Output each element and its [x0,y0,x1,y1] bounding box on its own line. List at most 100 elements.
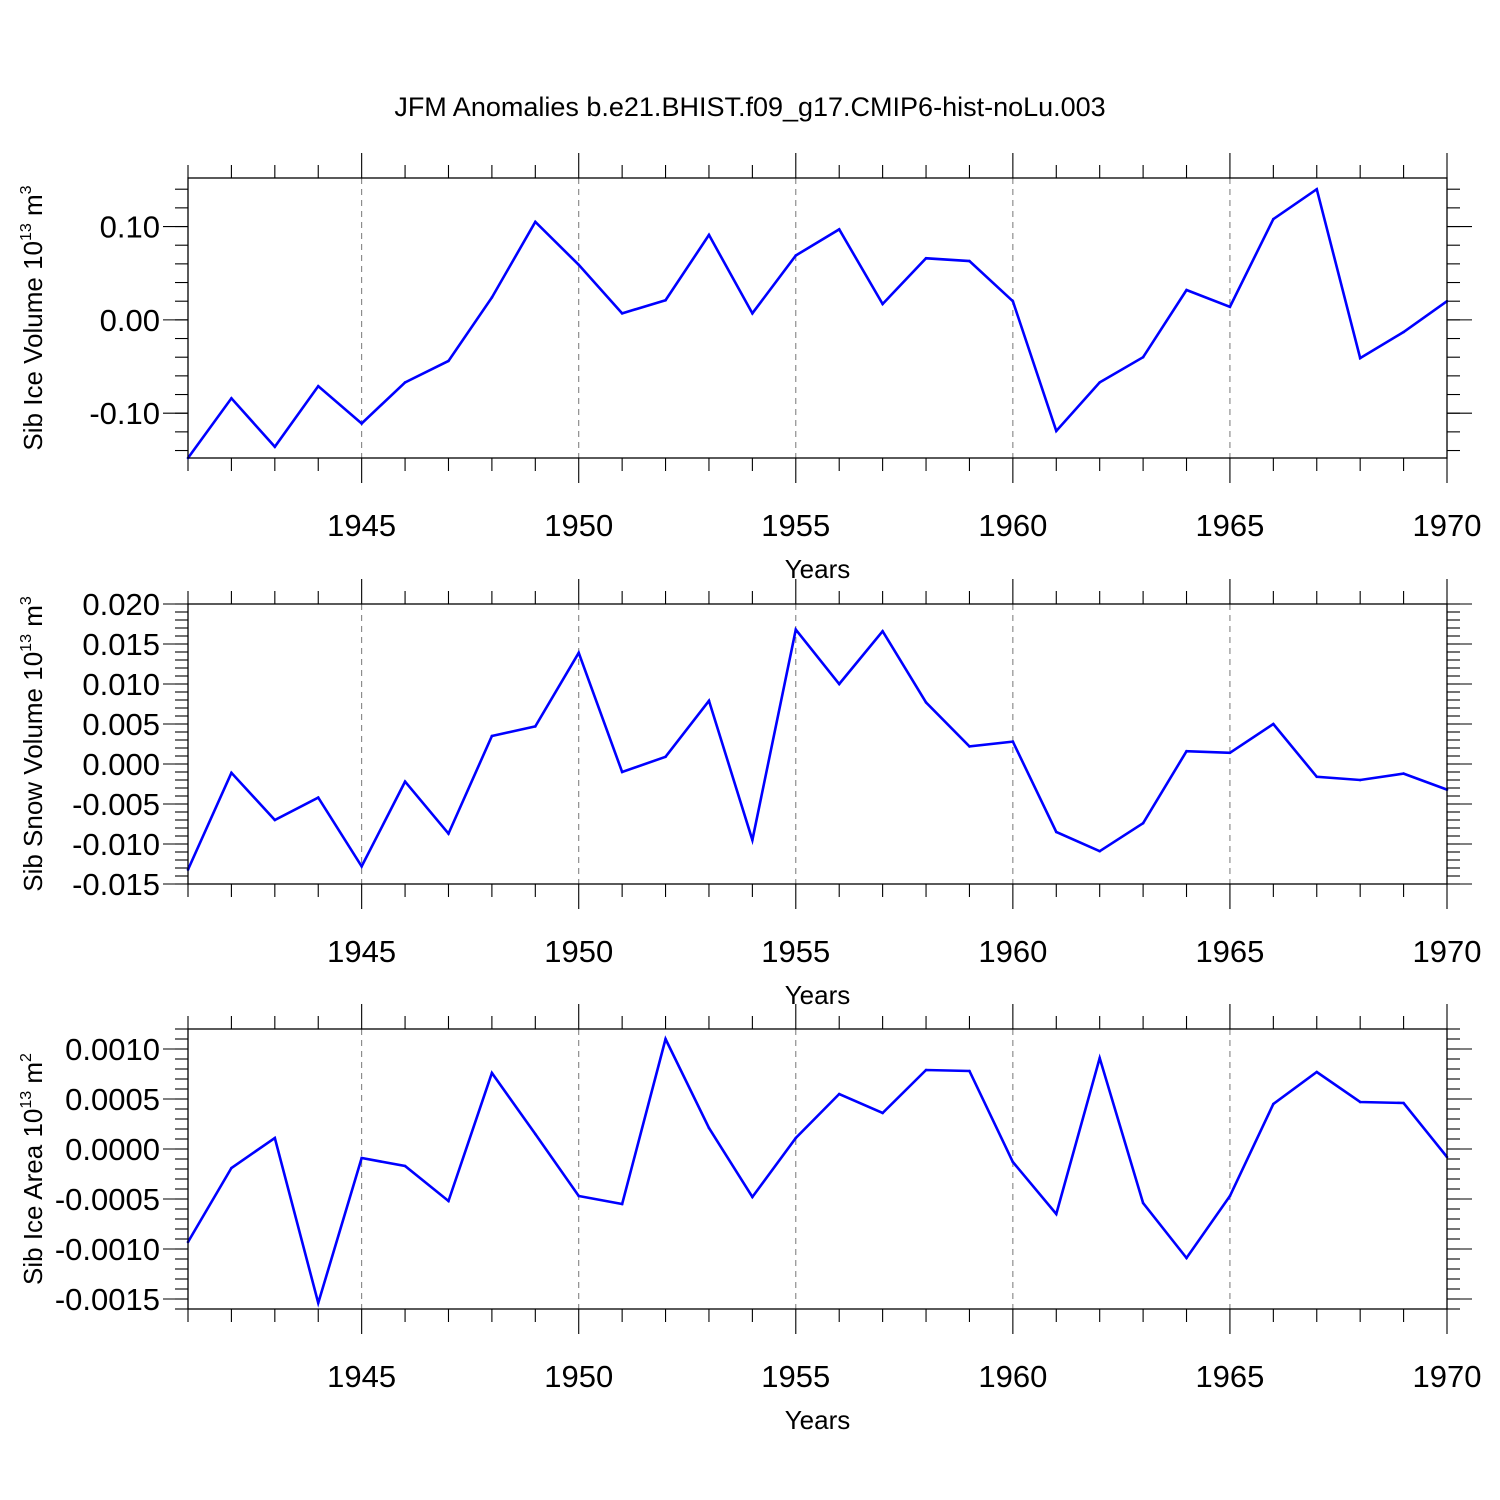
y-tick-label: 0.000 [82,747,160,782]
data-point-1967 [1315,1070,1319,1074]
series-line-snow-volume [186,626,1448,871]
data-point-1942 [230,771,233,775]
y-tick-label: -0.015 [72,867,160,902]
data-point-1959 [968,1069,971,1073]
data-point-1962 [1098,1056,1101,1060]
data-point-1954 [751,838,754,842]
plot-frame [187,1028,1448,1310]
data-point-1952 [664,298,667,302]
data-point-1954 [751,312,754,315]
x-tick-label: 1945 [327,1359,396,1394]
x-tick-label: 1960 [978,934,1047,969]
series-line-ice-area [186,1035,1449,1308]
data-point-1945 [360,422,363,425]
data-point-1948 [490,1071,494,1075]
y-axis-title-text: Sib Snow Volume 10 [18,652,48,892]
y-tick-label: 0.015 [82,627,160,662]
data-point-1949 [534,220,537,224]
data-point-1968 [1358,1100,1362,1104]
y-axis-title-unit: m [18,1062,48,1091]
data-point-1950 [577,263,581,267]
data-point-1952 [664,1037,667,1041]
data-point-1956 [837,1092,841,1096]
data-point-1957 [881,629,884,633]
data-point-1964 [1185,288,1188,292]
data-point-1959 [968,259,971,263]
y-tick-label: 0.005 [82,707,160,742]
y-tick-label: -0.0015 [55,1282,160,1317]
figure-title: JFM Anomalies b.e21.BHIST.f09_g17.CMIP6-… [394,92,1105,122]
data-point-1962 [1098,849,1101,853]
x-tick-label: 1970 [1413,934,1482,969]
y-axis-title-unit-exponent: 3 [18,185,35,194]
data-point-1943 [273,1136,277,1140]
data-point-1953 [707,233,711,237]
data-point-1969 [1402,1101,1405,1105]
y-axis-title-exponent: 13 [18,1091,35,1109]
data-point-1948 [490,734,494,738]
x-tick-label: 1970 [1413,1359,1482,1394]
y-tick-label: 0.0005 [65,1082,160,1117]
x-tick-label: 1955 [761,508,830,543]
x-tick-label: 1945 [327,508,396,543]
data-point-1952 [664,755,667,759]
data-point-1946 [403,780,407,783]
x-tick-label: 1950 [544,1359,613,1394]
data-point-1960 [1011,299,1015,303]
y-axis-title-exponent: 13 [18,223,35,241]
y-tick-label: 0.010 [82,667,160,702]
data-point-1951 [620,770,624,774]
data-point-1963 [1141,1201,1145,1205]
data-point-1963 [1141,821,1145,825]
y-axis-title-exponent: 13 [18,634,35,652]
x-tick-label: 1965 [1195,934,1264,969]
data-point-1956 [837,228,841,231]
data-point-1964 [1185,749,1188,753]
x-tick-label: 1960 [978,508,1047,543]
data-point-1966 [1272,217,1275,221]
data-point-1955 [794,254,798,257]
data-point-1943 [273,818,277,822]
data-point-1944 [316,384,320,388]
data-point-1944 [316,796,320,799]
data-point-1960 [1011,1160,1015,1164]
data-point-1953 [707,699,711,703]
x-axis-title: Years [785,554,851,584]
data-point-1957 [881,1111,884,1115]
y-tick-label: 0.00 [100,303,160,338]
x-tick-label: 1970 [1413,508,1482,543]
y-tick-label: -0.0010 [55,1232,160,1267]
data-point-1942 [230,1166,233,1170]
x-tick-label: 1950 [544,934,613,969]
data-point-1962 [1098,381,1101,384]
y-tick-label: 0.0010 [65,1032,160,1067]
data-point-1945 [360,865,363,868]
y-axis-title-unit-exponent: 2 [18,1053,35,1062]
data-point-1943 [273,445,277,449]
y-axis-title-unit-exponent: 3 [18,596,35,605]
data-point-1963 [1141,355,1145,359]
data-point-1949 [534,1132,537,1136]
data-point-1947 [447,359,450,363]
data-point-1959 [968,745,971,748]
data-point-1950 [577,651,581,655]
data-point-1966 [1272,1102,1275,1106]
panels: 0.10 0.00 -0.10 1945 1950 1955 1960 1965 1970 Yea… [18,153,1481,1435]
data-point-1958 [924,1068,928,1072]
y-axis-title-text: Sib Ice Area 10 [18,1109,48,1285]
data-point-1965 [1228,305,1232,309]
y-axis-title: Sib Snow Volume 1013 m3 [18,596,48,892]
data-point-1955 [794,628,798,631]
y-tick-label: 0.020 [82,587,160,622]
x-tick-label: 1955 [761,934,830,969]
data-point-1944 [316,1301,320,1305]
panel-ice-volume: 0.10 0.00 -0.10 1945 1950 1955 1960 1965 1970 Yea… [18,153,1481,584]
x-tick-label: 1960 [978,1359,1047,1394]
data-point-1968 [1358,356,1362,360]
data-point-1966 [1272,722,1275,726]
x-tick-label: 1965 [1195,1359,1264,1394]
data-point-1961 [1054,830,1058,834]
data-point-1969 [1402,330,1405,334]
data-point-1964 [1185,1256,1188,1260]
x-tick-label: 1945 [327,934,396,969]
